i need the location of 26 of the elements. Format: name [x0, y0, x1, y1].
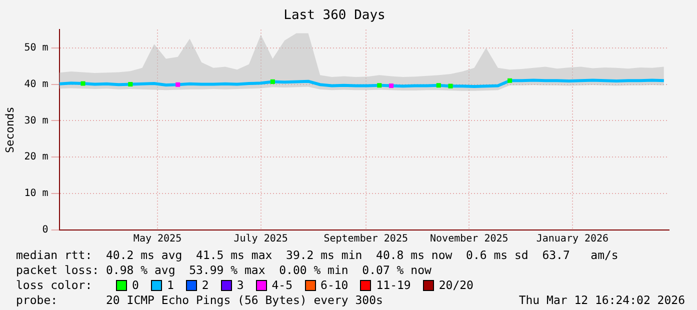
legend-title: loss color:: [16, 278, 94, 293]
text: median rtt: 40.2 ms avg 41.5 ms max 39.2 ms min 40.8 ms now 0.6 ms sd 63.7 am/s: [16, 248, 620, 263]
y-tick-label: 0: [42, 224, 48, 236]
x-tick-label: November 2025: [430, 234, 508, 245]
x-tick-label: May 2025: [133, 234, 182, 245]
text: Thu Mar 12 16:24:02 2026: [518, 293, 685, 308]
y-tick-label: 30 m: [24, 115, 48, 126]
legend-label: 6-10: [320, 278, 348, 293]
y-tick-label: 10 m: [24, 188, 48, 200]
legend-label: 1: [166, 278, 174, 293]
x-tick-label: September 2025: [324, 234, 408, 245]
legend-label: 11-19: [376, 278, 411, 293]
y-tick-label: 50 m: [24, 42, 48, 54]
y-axis-title: Seconds: [3, 106, 16, 153]
legend-label: 20/20: [438, 278, 474, 293]
legend-label: 4-5: [272, 278, 293, 293]
text: packet loss: 0.98 % avg 53.99 % max 0.00 % min 0.07 % now: [16, 263, 432, 278]
legend-label: 3: [236, 278, 244, 293]
text: probe: 20 ICMP Echo Pings (56 Bytes) every 300s: [16, 293, 383, 308]
y-tick-label: 20 m: [24, 152, 48, 163]
legend-label: 0: [132, 278, 139, 293]
x-tick-label: July 2025: [234, 234, 288, 245]
x-tick-label: January 2026: [536, 234, 609, 245]
y-tick-label: 40 m: [24, 78, 48, 90]
chart-title: Last 360 Days: [284, 8, 386, 24]
legend-label: 2: [202, 278, 209, 293]
